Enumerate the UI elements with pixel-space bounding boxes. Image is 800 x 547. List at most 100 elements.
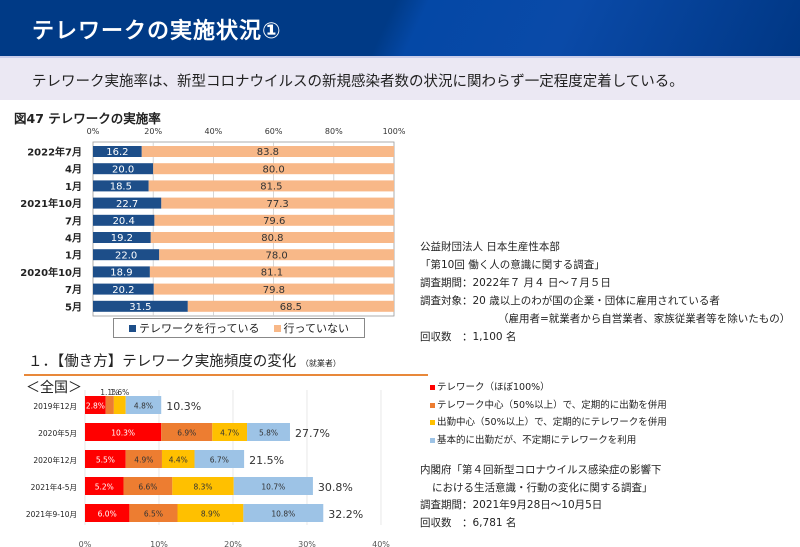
legend-label: 行っていない: [283, 322, 349, 335]
bar-segment: [161, 423, 213, 441]
bar-segment: [154, 214, 394, 226]
summary-text: テレワーク実施率は、新型コロナウイルスの新規感染者数の状況に関わらず一定程度定着…: [32, 74, 684, 90]
bar-segment: [105, 396, 114, 414]
data-label: 8.9%: [201, 510, 220, 519]
bar-segment: [93, 163, 154, 175]
chart1-legend: テレワークを行っている 行っていない: [113, 318, 365, 338]
source-survey: 「第10回 働く人の意識に関する調査」: [420, 259, 605, 271]
data-label: 80.0: [262, 164, 284, 175]
data-label: 10.8%: [271, 510, 295, 519]
category-label: 2020年10月: [20, 266, 82, 279]
source2-survey-line1: 内閣府「第４回新型コロナウイルス感染症の影響下: [420, 464, 662, 476]
source-period: 調査期間：2022年７ 月４ 日～７月５日: [420, 277, 611, 289]
total-label: 30.8%: [318, 481, 353, 494]
x-tick-label: 30%: [298, 540, 316, 547]
legend-swatch: [430, 402, 435, 408]
legend2-item: テレワーク（ほぼ100%）: [430, 379, 667, 397]
data-label: 83.8: [257, 147, 279, 158]
bar-segment: [149, 266, 394, 278]
bar-segment: [161, 450, 195, 468]
bar-segment: [141, 146, 394, 157]
data-label: 6.6%: [138, 483, 157, 492]
data-label: 20.4: [113, 216, 135, 227]
bar-segment: [123, 477, 173, 495]
category-label: 4月: [65, 233, 82, 245]
x-tick-label: 0%: [87, 127, 100, 136]
x-tick-label: 20%: [224, 540, 242, 547]
legend2-item: 基本的に出勤だが、不定期にテレワークを利用: [430, 432, 667, 450]
section-2-title-text: １．【働き方】テレワーク実施頻度の変化: [28, 354, 297, 370]
category-label: 1月: [65, 250, 82, 262]
data-label: 68.5: [280, 302, 302, 313]
data-label: 2.8%: [86, 402, 105, 411]
bar-segment: [233, 477, 313, 495]
bar-segment: [153, 163, 394, 175]
bar-segment: [125, 450, 162, 468]
data-label: 80.8: [261, 233, 283, 244]
legend-item-not-doing: 行っていない: [273, 320, 349, 336]
total-label: 27.7%: [295, 427, 330, 440]
category-label: 2019年12月: [33, 401, 77, 411]
bar-segment: [85, 477, 124, 495]
bar-segment: [93, 266, 150, 278]
category-label: 2020年5月: [38, 428, 77, 438]
telework-frequency-chart: 0% 10% 20% 30% 40% 2019年12月 2.8% 1.1%1.6% 4.8% 10…: [26, 388, 390, 547]
bar-segment: [161, 197, 394, 209]
page-title: テレワークの実施状況①: [32, 19, 282, 44]
data-label: 6.0%: [98, 510, 117, 519]
data-label: 31.5: [129, 302, 151, 313]
bar-segment: [153, 283, 394, 295]
page-header: テレワークの実施状況①: [0, 0, 800, 56]
total-label: 32.2%: [328, 508, 363, 521]
legend-label: 出勤中心（50%以上）で、定期的にテレワークを併用: [437, 417, 667, 428]
category-label: 5月: [65, 301, 82, 313]
x-tick-label: 80%: [325, 127, 343, 136]
summary-banner: テレワーク実施率は、新型コロナウイルスの新規感染者数の状況に関わらず一定程度定着…: [0, 58, 800, 100]
bar-segment: [113, 396, 126, 414]
source-note-1: 公益財団法人 日本生産性本部 「第10回 働く人の意識に関する調査」 調査期間：…: [420, 238, 790, 346]
x-tick-label: 100%: [383, 127, 406, 136]
data-label: 77.3: [267, 199, 289, 210]
legend-swatch: [430, 437, 435, 443]
section-2-title: １．【働き方】テレワーク実施頻度の変化 （就業者）: [28, 350, 341, 371]
bar-segment: [93, 232, 151, 243]
source-org: 公益財団法人 日本生産性本部: [420, 241, 560, 253]
source2-responses: 回収数 ：6,781 名: [420, 516, 517, 529]
bar-segment: [187, 300, 394, 312]
data-label: 81.1: [261, 268, 283, 279]
bar-segment: [85, 450, 126, 468]
figure-1-title: 図47 テレワークの実施率: [14, 111, 161, 126]
legend-label: テレワーク（ほぼ100%）: [437, 382, 550, 393]
category-label: 2021年10月: [20, 197, 82, 210]
category-label: 7月: [65, 284, 82, 296]
bar-segment: [194, 450, 245, 468]
bar-segment: [172, 477, 234, 495]
category-label: 4月: [65, 164, 82, 176]
data-label: 4.8%: [134, 402, 153, 411]
x-tick-label: 60%: [265, 127, 283, 136]
data-label: 8.3%: [193, 483, 212, 492]
data-label: 20.2: [112, 285, 134, 296]
category-label: 1月: [65, 181, 82, 193]
bar-segment: [93, 300, 188, 312]
category-label: 2020年12月: [33, 455, 77, 465]
source2-survey-line2: における生活意識・行動の変化に関する調査」: [432, 481, 653, 494]
section-2-divider: [24, 374, 428, 376]
data-label: 6.7%: [210, 456, 229, 465]
source-target: 調査対象：20 歳以上のわが国の企業・団体に雇用されている者: [420, 295, 720, 307]
legend-swatch: [273, 325, 281, 332]
data-label: 79.6: [263, 216, 285, 227]
data-label: 6.5%: [144, 510, 163, 519]
section-2-title-note: （就業者）: [300, 359, 341, 368]
legend-item-doing: テレワークを行っている: [129, 320, 260, 336]
x-tick-label: 40%: [205, 127, 223, 136]
category-label: 7月: [65, 215, 82, 227]
source2-period: 調査期間：2021年9月28日～10月5日: [420, 499, 603, 511]
bar-segment: [159, 249, 394, 261]
total-label: 10.3%: [166, 400, 201, 413]
data-label: 10.7%: [261, 483, 285, 492]
source-note-2: 内閣府「第４回新型コロナウイルス感染症の影響下 における生活意識・行動の変化に関…: [420, 462, 662, 532]
bar-segment: [85, 423, 162, 441]
data-label: 4.4%: [169, 456, 188, 465]
bar-segment: [212, 423, 248, 441]
